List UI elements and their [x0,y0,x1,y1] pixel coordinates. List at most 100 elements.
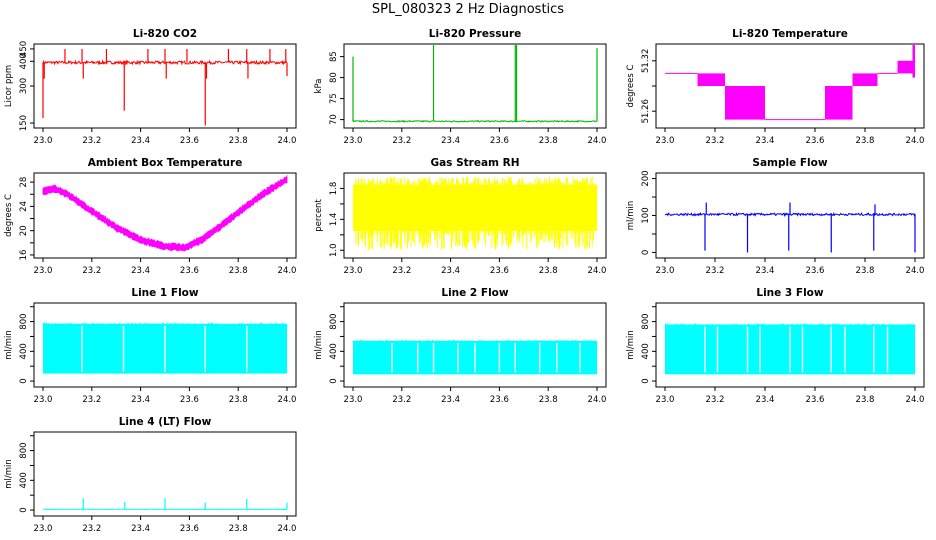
chart-line3: Line 3 Flow ml/min 0 400 800 23.0 23.2 23.4 23.6… [626,287,925,405]
x-tick-label: 23.0 [344,266,363,276]
x-tick-label: 23.2 [706,266,725,276]
chart-title: Line 4 (LT) Flow [119,416,212,428]
x-tick-label: 23.4 [441,395,460,405]
x-tick-label: 23.6 [490,266,509,276]
x-tick-label: 23.4 [441,266,460,276]
y-tick-label: 70 [329,114,339,125]
x-tick-label: 24.0 [588,266,607,276]
y-tick-label: 100 [641,207,651,223]
x-tick-label: 23.0 [34,395,53,405]
y-axis-label: ml/min [4,330,14,360]
y-tick-label: 400 [19,472,29,488]
y-tick-label: 51.32 [641,49,651,73]
chart-pressure: Li-820 Pressure kPa 70 75 80 85 23.0 23.2 23.4 23… [314,28,607,146]
x-tick-label: 23.6 [180,136,199,146]
y-tick-label: 16 [19,250,29,261]
y-tick-label: 200 [641,170,651,186]
y-tick-label: 400 [19,53,29,69]
y-tick-label: 0 [19,378,29,383]
series-block [897,60,913,74]
chart-ambient: Ambient Box Temperature degrees C 16 20 24 28… [4,157,297,276]
x-tick-label: 23.4 [131,524,150,534]
series-line1 [42,322,287,374]
x-tick-label: 23.2 [82,395,101,405]
y-tick-label: 51.26 [641,99,651,123]
x-tick-label: 23.8 [229,266,248,276]
x-tick-label: 23.6 [490,136,509,146]
y-tick-label: 800 [641,313,651,329]
x-tick-label: 23.6 [806,266,825,276]
x-tick-label: 23.0 [344,136,363,146]
series-rh [353,176,597,251]
chart-rh: Gas Stream RH percent 1.0 1.4 1.8 23.0 23.2 23.… [314,157,607,276]
x-tick-label: 23.8 [229,395,248,405]
x-tick-label: 23.8 [856,395,875,405]
chart-line1: Line 1 Flow ml/min 0 400 800 23.0 23.2 23.4 23.6… [4,287,297,405]
x-tick-label: 23.6 [180,266,199,276]
plot-frame [343,302,607,388]
y-tick-label: 1.4 [329,213,339,227]
y-tick-label: 800 [19,442,29,458]
x-tick-label: 23.2 [82,136,101,146]
x-tick-label: 23.0 [34,136,53,146]
chart-title: Li-820 Pressure [429,28,522,40]
x-tick-label: 23.6 [806,136,825,146]
x-tick-label: 23.4 [131,395,150,405]
series-block [852,73,878,86]
chart-title: Line 2 Flow [441,287,508,299]
x-tick-label: 24.0 [906,266,925,276]
chart-title: Li-820 CO2 [133,28,197,40]
chart-title: Ambient Box Temperature [88,157,243,169]
y-axis-label: ml/min [4,459,14,489]
x-tick-label: 23.8 [229,136,248,146]
y-tick-label: 24 [19,201,29,212]
plot-frame [33,172,297,259]
figure-title: SPL_080323 2 Hz Diagnostics [371,2,565,17]
y-axis-label: ml/min [626,330,636,360]
y-axis-label: percent [314,199,324,232]
series-band [42,174,288,252]
x-tick-label: 23.4 [131,136,150,146]
y-axis-label: degrees C [626,65,636,108]
y-tick-label: 1.8 [329,182,339,196]
series-temp [665,45,915,121]
y-axis-label: degrees C [4,194,14,237]
x-tick-label: 23.0 [656,266,675,276]
y-tick-label: 0 [19,507,29,512]
x-tick-label: 23.0 [34,266,53,276]
y-axis-label: ml/min [626,201,636,231]
chart-line2: Line 2 Flow ml/min 0 400 800 23.0 23.2 23.4 23.6… [314,287,607,405]
series-block [725,86,765,120]
x-tick-label: 23.2 [392,395,411,405]
chart-title: Sample Flow [752,157,827,169]
x-tick-label: 23.6 [490,395,509,405]
y-tick-label: 800 [329,313,339,329]
x-tick-label: 24.0 [906,395,925,405]
x-tick-label: 23.2 [392,266,411,276]
series-ambient [42,174,288,252]
series-pressure [352,45,598,123]
x-tick-label: 23.8 [229,524,248,534]
x-tick-label: 23.0 [656,395,675,405]
x-tick-label: 24.0 [588,136,607,146]
y-tick-label: 400 [641,343,651,359]
y-tick-label: 150 [19,115,29,131]
x-tick-label: 23.2 [392,136,411,146]
y-tick-label: 75 [329,93,339,104]
x-tick-label: 24.0 [278,524,297,534]
x-tick-label: 24.0 [588,395,607,405]
x-tick-label: 23.6 [806,395,825,405]
y-axis-label: Licor ppm [4,65,14,107]
plot-frame [33,302,297,388]
x-tick-label: 23.8 [856,136,875,146]
y-tick-label: 0 [329,378,339,383]
y-tick-label: 800 [19,313,29,329]
series-block [825,86,853,120]
x-tick-label: 24.0 [278,266,297,276]
x-tick-label: 23.4 [756,266,775,276]
chart-title: Li-820 Temperature [732,28,848,40]
chart-line4: Line 4 (LT) Flow ml/min 0 400 800 23.0 23.2 23.… [4,416,297,534]
plot-frame [655,43,925,129]
